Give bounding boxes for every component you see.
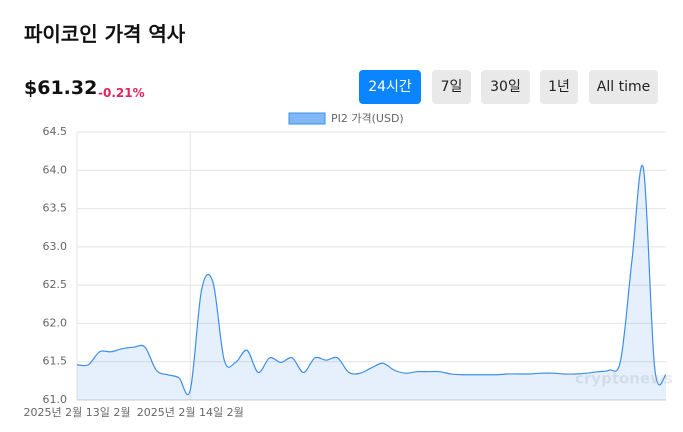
y-tick-label: 64.5 — [43, 125, 68, 138]
x-tick-label: 2025년 2월 14일 2월 — [137, 405, 244, 419]
range-button[interactable]: 24시간 — [359, 70, 421, 104]
y-tick-label: 61.0 — [43, 393, 68, 406]
y-tick-label: 62.5 — [43, 278, 68, 291]
range-button[interactable]: 7일 — [432, 70, 471, 104]
area — [77, 165, 666, 400]
y-tick-label: 63.0 — [43, 240, 68, 253]
y-tick-label: 62.0 — [43, 316, 68, 329]
price-change: -0.21% — [98, 86, 145, 100]
x-tick-label: 2025년 2월 13일 2월 — [24, 405, 131, 419]
title: 파이코인 가격 역사 — [24, 22, 186, 46]
y-tick-label: 64.0 — [43, 163, 68, 176]
legend-label: PI2 가격(USD) — [331, 112, 404, 125]
range-button[interactable]: 1년 — [540, 70, 578, 104]
y-tick-label: 63.5 — [43, 202, 68, 215]
y-tick-label: 61.5 — [43, 355, 68, 368]
price: $61.32 — [24, 77, 98, 99]
watermark: cryptonews — [575, 370, 673, 388]
line — [76, 164, 667, 396]
range-button[interactable]: 30일 — [481, 70, 530, 104]
range-button[interactable]: All time — [589, 70, 658, 104]
legend-swatch — [288, 112, 326, 125]
